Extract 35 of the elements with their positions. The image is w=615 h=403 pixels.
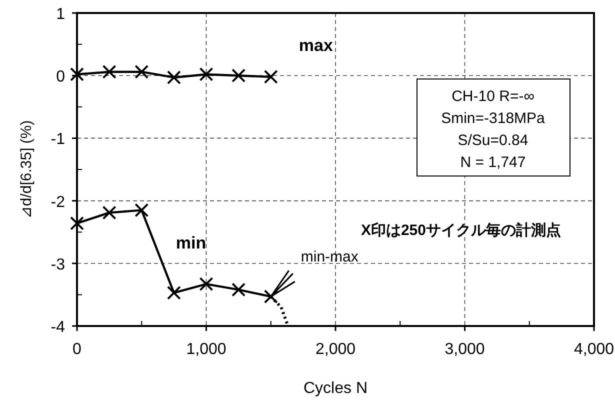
y-tick-label: 0: [56, 68, 66, 86]
point: [264, 70, 278, 84]
point: [134, 203, 149, 218]
point: [199, 67, 214, 82]
point: [166, 286, 181, 300]
annotation: CH-10 R=-∞: [452, 88, 535, 105]
point: [166, 70, 181, 84]
x-tick-label: 4,000: [574, 341, 614, 358]
series-label: min: [176, 234, 206, 253]
point: [70, 67, 84, 82]
y-tick-label: -4: [50, 319, 66, 336]
point: [199, 277, 214, 292]
y-tick-label: -3: [50, 256, 66, 274]
y-tick-label: -1: [50, 131, 66, 148]
point: [102, 64, 116, 79]
point: [264, 290, 278, 304]
y-tick-label: 1: [56, 6, 66, 23]
annotation: X印は250サイクル毎の計測点: [360, 222, 561, 239]
point: [232, 282, 246, 297]
y-tick-label: -2: [50, 194, 66, 211]
annotation: Smin=-318MPa: [441, 110, 546, 127]
point: [70, 216, 84, 230]
annotation: min-max: [300, 248, 359, 266]
point: [232, 68, 246, 83]
x-tick-label: 2,000: [315, 341, 356, 358]
point: [102, 206, 116, 220]
x-tick-label: 3,000: [444, 341, 485, 358]
annotation: N = 1,747: [460, 154, 526, 171]
y-axis-title: ⊿d/d[6.35] (%): [18, 120, 35, 219]
x-tick-label: 0: [72, 341, 82, 358]
x-tick-label: 1,000: [186, 341, 226, 358]
x-axis-title: Cycles N: [303, 380, 368, 397]
series-label: max: [298, 36, 334, 55]
point: [134, 64, 149, 79]
annotation: S/Su=0.84: [458, 132, 528, 149]
